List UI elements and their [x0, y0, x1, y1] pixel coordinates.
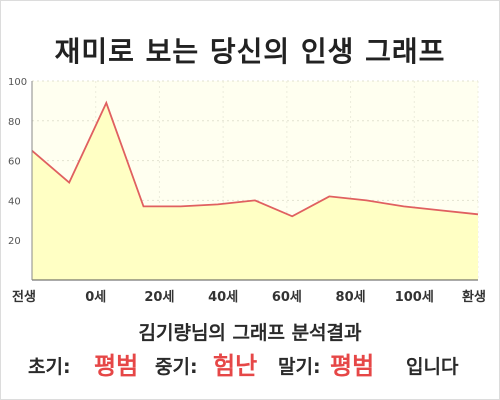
- y-tick-label: 40: [8, 196, 21, 207]
- early-label: 초기:: [28, 356, 71, 378]
- x-tick-label: 20세: [144, 290, 174, 305]
- x-tick-label: 100세: [395, 290, 434, 305]
- x-axis-ticks: 전생 0세 20세 40세 60세 80세 100세 환생: [12, 289, 486, 305]
- mid-value: 험난: [213, 352, 258, 380]
- x-tick-label: 0세: [85, 290, 106, 305]
- x-tick-label: 60세: [272, 290, 302, 305]
- mid-label: 중기:: [155, 356, 198, 378]
- y-axis-ticks: 20 40 60 80 100: [8, 77, 27, 247]
- area-fill: [32, 102, 478, 281]
- result-subtitle: 김기량님의 그래프 분석결과: [138, 322, 362, 344]
- y-tick-label: 100: [8, 77, 27, 88]
- series-line: [31, 100, 479, 218]
- y-tick-label: 20: [8, 236, 21, 247]
- y-tick-label: 80: [8, 117, 21, 128]
- early-value: 평범: [94, 352, 139, 380]
- y-tick-label: 60: [8, 157, 21, 168]
- x-tick-label: 전생: [12, 289, 36, 305]
- page-title: 재미로 보는 당신의 인생 그래프: [54, 35, 446, 68]
- late-label: 말기:: [278, 356, 321, 378]
- late-value: 평범: [330, 352, 375, 380]
- x-tick-label: 40세: [208, 290, 238, 305]
- result-suffix: 입니다: [406, 356, 459, 378]
- x-tick-label: 80세: [336, 290, 366, 305]
- x-tick-label: 환생: [462, 289, 486, 305]
